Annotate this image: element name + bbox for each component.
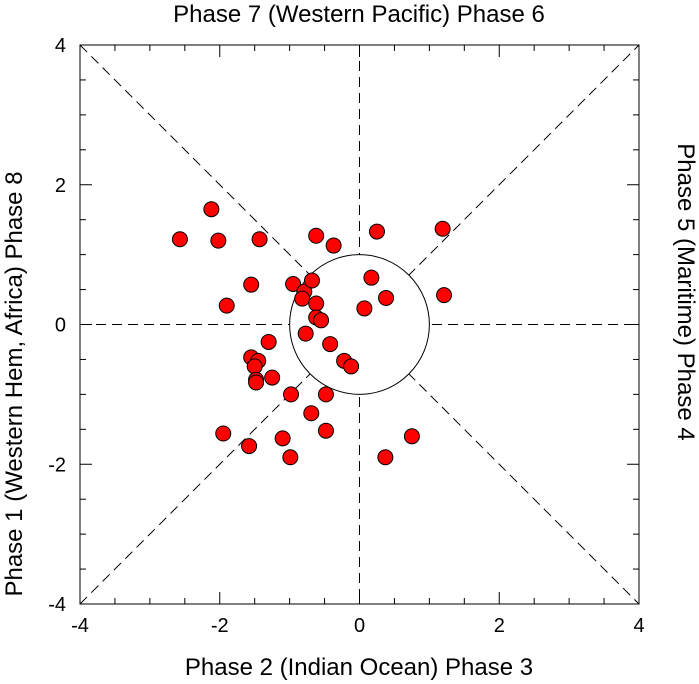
data-point: [363, 269, 380, 286]
data-point: [303, 405, 320, 422]
data-point: [368, 223, 385, 240]
data-point: [251, 231, 268, 248]
data-point: [322, 336, 339, 353]
data-point: [377, 449, 394, 466]
data-point: [313, 312, 330, 329]
data-point: [283, 386, 300, 403]
data-point: [297, 325, 314, 342]
chart-title-top: Phase 7 (Western Pacific) Phase 6: [173, 1, 545, 28]
data-point: [248, 374, 265, 391]
y-tick-label: 0: [55, 315, 66, 337]
data-point: [282, 449, 299, 466]
data-point: [403, 428, 420, 445]
data-point: [317, 422, 334, 439]
data-point: [246, 358, 263, 375]
data-point: [285, 275, 302, 292]
data-point: [378, 289, 395, 306]
data-point: [325, 237, 342, 254]
data-point: [264, 369, 281, 386]
data-point: [171, 231, 188, 248]
data-point: [343, 358, 360, 375]
unit-circle: [289, 254, 430, 395]
data-point: [317, 386, 334, 403]
y-axis-title-left: Phase 1 (Western Hem, Africa) Phase 8: [1, 171, 28, 596]
data-point: [210, 232, 227, 249]
data-point: [260, 333, 277, 350]
data-point: [203, 201, 220, 218]
x-axis-title: Phase 2 (Indian Ocean) Phase 3: [185, 654, 533, 681]
data-point: [294, 290, 311, 307]
x-tick-label: 0: [354, 615, 365, 637]
data-point: [215, 425, 232, 442]
axes-layer: -4 -2 0 2 4 -4 -2 0 2 4: [48, 35, 644, 637]
y-tick-label: 4: [55, 35, 66, 57]
x-tick-label: 4: [633, 615, 644, 637]
points-layer: [171, 201, 453, 466]
data-point: [218, 297, 235, 314]
data-point: [308, 295, 325, 312]
data-point: [274, 430, 291, 447]
data-point: [436, 287, 453, 304]
data-point: [434, 220, 451, 237]
y-tick-label: -4: [48, 594, 66, 616]
data-point: [241, 438, 258, 455]
diagonal-line-descending: [79, 44, 640, 605]
data-point: [243, 276, 260, 293]
diagonal-line-ascending: [79, 44, 640, 605]
data-point: [303, 272, 320, 289]
y-tick-label: 2: [55, 175, 66, 197]
x-tick-label: -2: [211, 615, 229, 637]
data-point: [308, 227, 325, 244]
y-tick-label: -2: [48, 454, 66, 476]
data-point: [356, 300, 373, 317]
x-tick-label: -4: [71, 615, 89, 637]
x-tick-label: 2: [494, 615, 505, 637]
y-axis-title-right: Phase 5 (Maritime) Phase 4: [672, 143, 699, 440]
